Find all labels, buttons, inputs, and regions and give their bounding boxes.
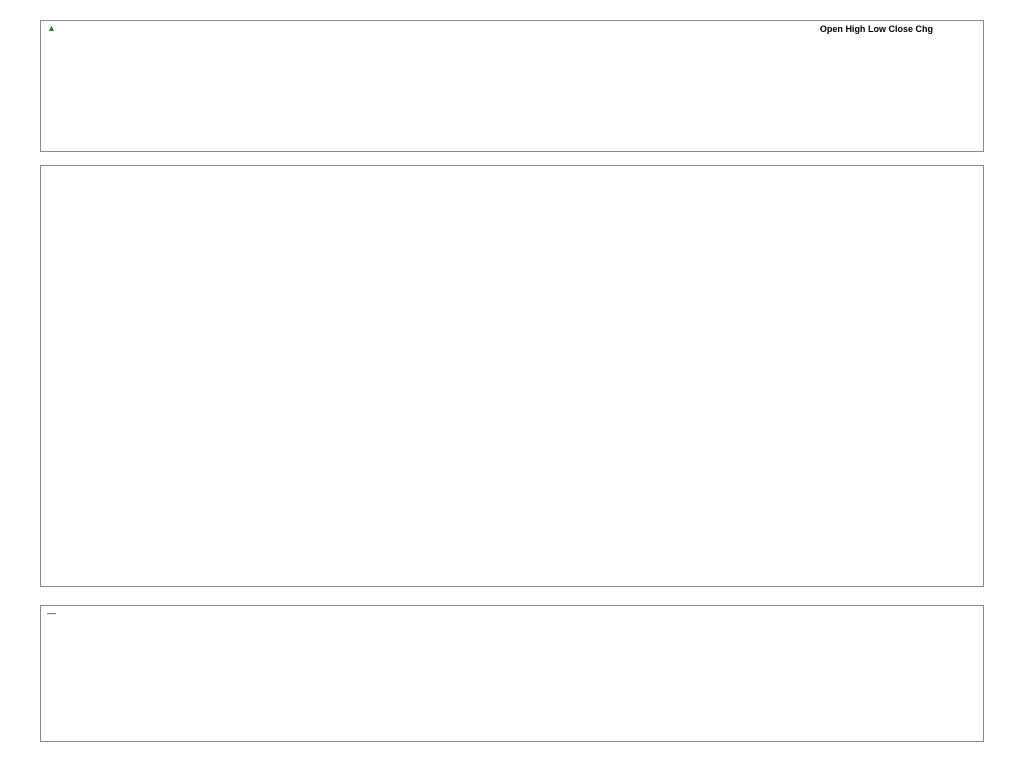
main-panel: [40, 165, 984, 587]
chart-container: Open High Low Close Chg ▲ —: [0, 0, 1024, 766]
oscillator-panel: Open High Low Close Chg ▲: [40, 20, 984, 152]
percentb-svg: [41, 606, 983, 741]
main-svg: [41, 166, 983, 586]
oscillator-svg: [41, 21, 983, 151]
percentb-panel: —: [40, 605, 984, 742]
